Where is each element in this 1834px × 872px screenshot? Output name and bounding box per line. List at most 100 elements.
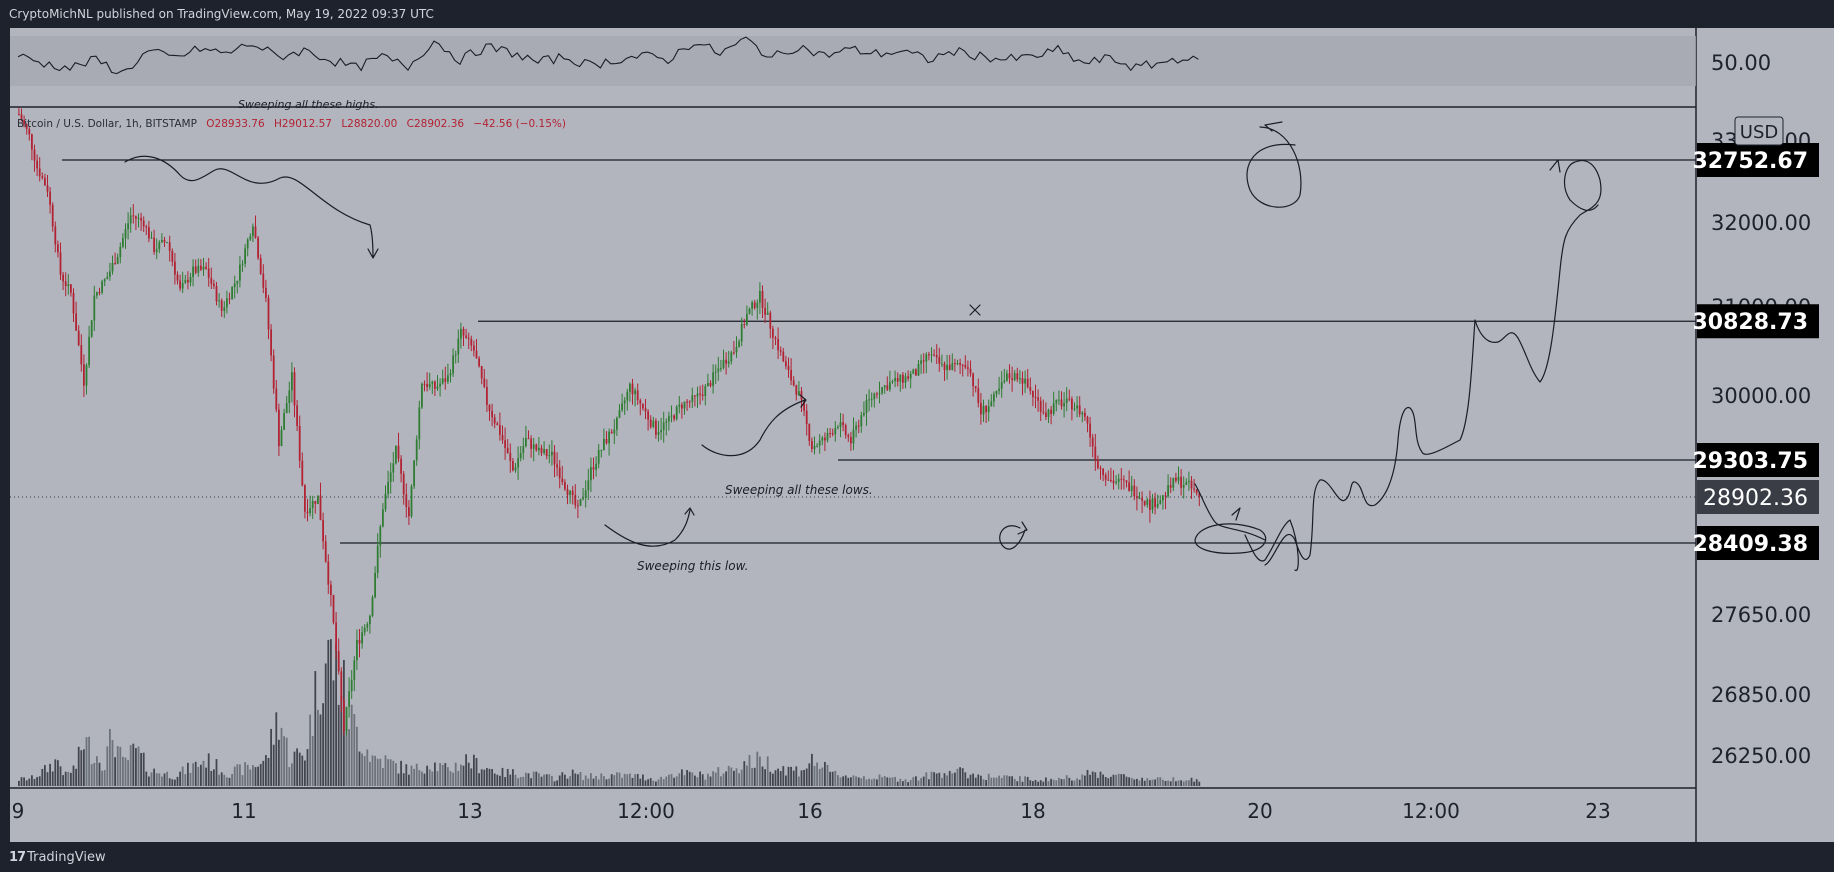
- volume-bar: [38, 776, 41, 786]
- candle-body: [842, 422, 844, 426]
- candle-body: [231, 287, 233, 299]
- currency-badge[interactable]: [1734, 116, 1784, 146]
- symbol-legend[interactable]: Bitcoin / U.S. Dollar, 1h, BITSTAMP O289…: [17, 118, 566, 130]
- candle-body: [532, 444, 535, 449]
- volume-bar: [210, 770, 213, 786]
- volume-bar: [350, 704, 353, 786]
- volume-bar: [33, 779, 36, 786]
- volume-bar: [993, 777, 995, 786]
- volume-bar: [733, 770, 735, 786]
- candle-body: [275, 388, 278, 410]
- price-tick-label: 26250.00: [1711, 744, 1811, 768]
- volume-bar: [642, 774, 644, 786]
- candle-body: [150, 237, 153, 239]
- candle-body: [413, 460, 415, 487]
- candle-body: [135, 216, 137, 219]
- volume-bar: [915, 776, 917, 786]
- candle-body: [1006, 373, 1008, 381]
- candle-body: [171, 251, 174, 262]
- candle-body: [766, 312, 769, 315]
- candle-body: [673, 415, 675, 420]
- volume-bar: [265, 755, 267, 786]
- level-label: 32752.67: [1692, 149, 1808, 174]
- volume-bar: [1141, 777, 1143, 786]
- candle-body: [83, 364, 85, 386]
- volume-bar: [1188, 780, 1190, 786]
- last-price-bg: [1697, 480, 1819, 514]
- tradingview-logo[interactable]: 17 TradingView: [9, 850, 106, 865]
- candle-body: [772, 328, 774, 338]
- volume-bar: [145, 771, 148, 786]
- volume-bar: [1008, 776, 1011, 786]
- candle-body: [153, 237, 155, 253]
- volume-bar: [678, 773, 681, 786]
- candle-body: [813, 445, 816, 450]
- candle-body: [982, 405, 985, 415]
- volume-bar: [527, 773, 530, 786]
- volume-bar: [603, 776, 605, 786]
- volume-bar: [847, 777, 850, 786]
- volume-bar: [1180, 780, 1182, 786]
- candle-body: [187, 279, 189, 283]
- candle-body: [704, 386, 707, 396]
- volume-bar: [787, 766, 790, 786]
- candle-body: [928, 354, 930, 356]
- candle-body: [688, 401, 691, 403]
- candle-body: [857, 425, 860, 427]
- volume-bar: [67, 771, 70, 786]
- volume-bar: [148, 776, 150, 786]
- volume-bar: [348, 729, 350, 786]
- volume-bar: [777, 768, 779, 786]
- volume-bar: [475, 758, 478, 786]
- candle-body: [1159, 500, 1162, 504]
- candle-body: [987, 406, 990, 413]
- volume-bar: [189, 772, 192, 786]
- tv-brand-text: TradingView: [27, 850, 106, 865]
- volume-bar: [665, 776, 668, 786]
- candle-body: [670, 415, 673, 417]
- candle-body: [1123, 479, 1125, 481]
- volume-bar: [569, 776, 571, 786]
- candle-body: [322, 520, 324, 542]
- candle-body: [1055, 399, 1058, 404]
- candle-body: [535, 444, 538, 451]
- volume-bar: [402, 773, 405, 786]
- candle-body: [283, 413, 285, 430]
- volume-bar: [974, 777, 977, 786]
- candle-body: [946, 364, 948, 371]
- candle-body: [291, 372, 293, 391]
- candle-body: [1013, 373, 1016, 381]
- volume-bar: [1013, 778, 1016, 786]
- volume-bar: [766, 756, 769, 786]
- candle-body: [1120, 478, 1123, 480]
- candle-body: [1107, 479, 1110, 481]
- volume-bar: [90, 764, 93, 786]
- candle-body: [504, 440, 506, 448]
- volume-bar: [639, 778, 642, 786]
- volume-bar: [382, 767, 384, 786]
- volume-bar: [743, 761, 746, 786]
- volume-bar: [1042, 781, 1045, 786]
- volume-bar: [213, 769, 215, 786]
- candle-body: [1125, 480, 1128, 483]
- candle-body: [639, 400, 642, 404]
- candle-body: [166, 242, 168, 244]
- candle-body: [72, 292, 75, 314]
- volume-bar: [291, 763, 293, 786]
- candle-body: [426, 383, 428, 388]
- volume-bar: [72, 765, 75, 786]
- candle-body: [540, 447, 543, 454]
- footer-bar: 17 TradingView: [0, 842, 1834, 872]
- candle-body: [777, 338, 779, 351]
- volume-bar: [714, 772, 717, 786]
- candle-body: [1190, 480, 1193, 489]
- volume-bar: [725, 771, 727, 786]
- volume-bar: [306, 749, 309, 786]
- candle-body: [267, 297, 270, 330]
- volume-bar: [223, 774, 226, 786]
- candle-body: [306, 511, 309, 514]
- volume-bar: [501, 767, 504, 786]
- candle-body: [753, 302, 756, 308]
- volume-bar: [899, 778, 902, 786]
